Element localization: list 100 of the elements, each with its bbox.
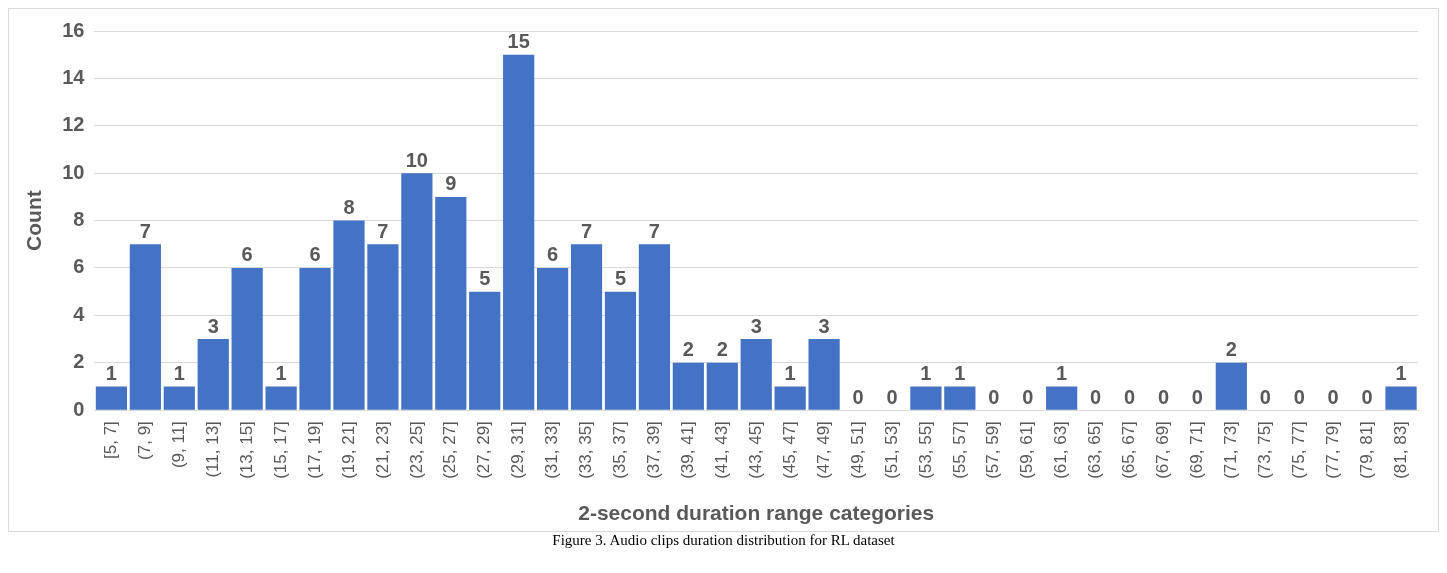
data-label: 15: [507, 30, 530, 53]
bar: [333, 220, 365, 410]
y-tick-label: 8: [73, 208, 85, 231]
y-tick-label: 2: [73, 350, 85, 373]
x-tick-label: (79, 81]: [1356, 421, 1376, 479]
data-label: 2: [716, 338, 728, 361]
bar: [367, 244, 399, 410]
bar: [401, 173, 433, 410]
data-label: 6: [547, 243, 559, 266]
data-label: 9: [445, 172, 457, 195]
data-label: 1: [1056, 361, 1068, 384]
bar: [435, 196, 467, 410]
data-label: 3: [818, 314, 830, 337]
data-label: 0: [1361, 385, 1373, 408]
x-tick-label: (57, 59]: [983, 421, 1003, 479]
data-label: 1: [954, 361, 966, 384]
x-tick-label: (39, 41]: [678, 421, 698, 479]
x-tick-label: (17, 19]: [304, 421, 324, 479]
data-label: 7: [580, 219, 593, 242]
bar: [740, 339, 772, 410]
data-label: 1: [275, 361, 287, 384]
bar: [231, 267, 263, 410]
x-tick-label: (25, 27]: [440, 421, 460, 479]
x-tick-label: (31, 33]: [542, 421, 562, 479]
x-tick-label: (11, 13]: [202, 421, 222, 478]
bar: [536, 267, 569, 410]
x-tick-label: (75, 77]: [1288, 421, 1308, 479]
data-label: 1: [1395, 361, 1407, 384]
x-tick-label: (55, 57]: [949, 421, 969, 479]
data-label: 2: [682, 338, 694, 361]
data-label: 0: [852, 385, 864, 408]
x-tick-label: [5, 7]: [101, 421, 121, 459]
x-tick-label: (59, 61]: [1017, 421, 1037, 479]
bar: [1215, 362, 1247, 410]
bar: [774, 386, 806, 410]
bar: [163, 386, 195, 410]
data-label: 5: [479, 267, 491, 290]
data-label: 7: [648, 219, 660, 242]
data-label: 0: [1157, 385, 1170, 408]
data-label: 7: [139, 219, 151, 242]
y-tick-label: 0: [73, 397, 85, 420]
x-tick-label: (43, 45]: [745, 421, 765, 479]
x-tick-label: (45, 47]: [779, 421, 799, 479]
x-tick-label: (63, 65]: [1085, 421, 1105, 479]
y-axis-title: Count: [22, 190, 46, 251]
data-label: 0: [988, 385, 1000, 408]
x-tick-label: (27, 29]: [474, 421, 494, 479]
bar: [944, 386, 976, 410]
x-tick-label: (33, 35]: [576, 421, 596, 479]
data-label: 0: [1090, 385, 1102, 408]
bar: [95, 386, 128, 410]
x-tick-label: (23, 25]: [406, 421, 426, 479]
x-axis-title: 2-second duration range categories: [578, 501, 935, 525]
x-tick-label: (7, 9]: [135, 421, 155, 460]
bar: [1046, 386, 1078, 410]
y-tick-label: 14: [62, 65, 86, 88]
x-tick-label: (65, 67]: [1119, 421, 1139, 479]
x-tick-label: (15, 17]: [270, 421, 290, 479]
x-tick-label: (73, 75]: [1254, 421, 1274, 479]
y-tick-label: 12: [62, 113, 85, 136]
x-tick-label: (67, 69]: [1153, 421, 1173, 479]
data-label: 1: [920, 361, 932, 384]
x-tick-label: (9, 11]: [168, 421, 188, 469]
bar: [672, 362, 704, 410]
data-label: 3: [207, 314, 219, 337]
bar: [265, 386, 297, 410]
x-tick-label: (71, 73]: [1221, 421, 1241, 479]
x-tick-label: (49, 51]: [847, 421, 867, 479]
x-tick-label: (61, 63]: [1051, 421, 1071, 479]
bar: [503, 54, 535, 410]
data-label: 8: [343, 196, 355, 219]
data-label: 0: [1293, 385, 1305, 408]
data-label: 1: [173, 361, 185, 384]
y-tick-label: 6: [73, 255, 85, 278]
x-tick-label: (77, 79]: [1322, 421, 1342, 479]
x-tick-label: (37, 39]: [644, 421, 664, 479]
bar: [638, 244, 671, 410]
bar: [910, 386, 942, 410]
caption: Figure 3. Audio clips duration distribution for RL dataset: [551, 532, 896, 549]
bar: [570, 244, 603, 410]
x-tick-label: (51, 53]: [881, 421, 901, 479]
data-label: 0: [1123, 385, 1136, 408]
x-tick-label: (29, 31]: [508, 421, 528, 479]
bar: [808, 339, 840, 410]
bar: [129, 244, 161, 410]
data-label: 0: [1191, 385, 1203, 408]
data-label: 0: [1259, 385, 1271, 408]
data-label: 0: [1327, 385, 1339, 408]
x-tick-label: (53, 55]: [915, 421, 935, 479]
x-tick-label: (69, 71]: [1187, 421, 1207, 479]
x-tick-label: (13, 15]: [236, 421, 256, 479]
x-tick-label: (41, 43]: [711, 421, 731, 479]
y-tick-label: 16: [62, 18, 85, 41]
data-label: 0: [1022, 385, 1034, 408]
bar: [299, 267, 331, 410]
data-label: 0: [886, 385, 898, 408]
data-label: 2: [1225, 338, 1237, 361]
x-tick-label: (81, 83]: [1390, 421, 1410, 479]
data-label: 1: [105, 361, 117, 384]
x-tick-label: (21, 23]: [372, 421, 392, 479]
